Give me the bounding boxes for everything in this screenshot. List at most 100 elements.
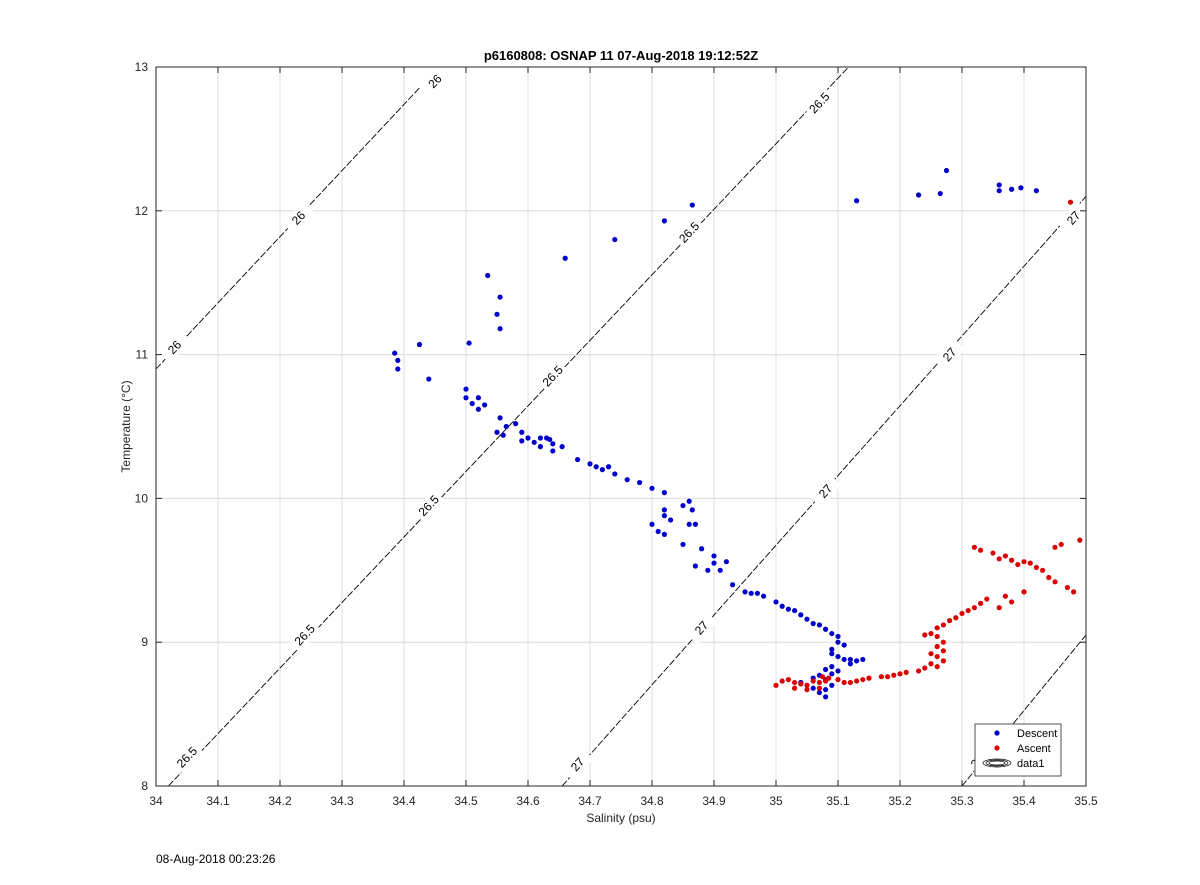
descent-point (497, 415, 503, 421)
ascent-point (978, 600, 984, 606)
ascent-point (1077, 537, 1083, 543)
x-tick-label: 34.9 (702, 794, 726, 808)
descent-point (612, 471, 618, 477)
descent-point (680, 541, 686, 548)
descent-point (531, 439, 537, 445)
descent-point (416, 341, 423, 348)
density-contours: 26262626.526.526.526.526.526.52727272727… (156, 67, 1086, 786)
descent-point (686, 521, 692, 527)
descent-point (475, 406, 481, 412)
ascent-point (990, 550, 996, 556)
ascent-point (1046, 574, 1052, 581)
contour-label-bg (809, 474, 842, 508)
descent-point (943, 167, 950, 174)
ascent-point (854, 678, 860, 684)
ascent-point (996, 556, 1002, 562)
descent-point (500, 432, 506, 438)
descent-point (847, 661, 854, 667)
descent-point (699, 546, 705, 552)
descent-point (562, 255, 568, 261)
ascent-point (835, 676, 841, 683)
descent-point (494, 311, 500, 317)
descent-point (835, 639, 841, 645)
descent-point (761, 593, 767, 599)
contour-label-bg (803, 86, 836, 120)
descent-point (485, 272, 491, 279)
descent-point (705, 567, 711, 573)
descent-point (798, 612, 804, 618)
descent-point (816, 622, 823, 628)
descent-point (466, 340, 472, 346)
descent-point (829, 630, 835, 637)
ascent-point (798, 681, 804, 687)
x-tick-label: 34.1 (206, 794, 230, 808)
ascent-point (940, 648, 947, 654)
descent-point (661, 218, 668, 224)
ascent-point (847, 679, 854, 686)
descent-point (860, 656, 866, 663)
legend-label: Descent (1017, 728, 1057, 740)
descent-point (823, 694, 829, 700)
descent-point (1018, 185, 1024, 191)
ascent-point (897, 671, 903, 677)
contour-label-bg (1057, 201, 1086, 235)
descent-point (599, 467, 606, 473)
ascent-point (1009, 557, 1015, 563)
x-tick-label: 34.2 (268, 794, 292, 808)
ascent-point (792, 679, 798, 686)
descent-point (395, 357, 401, 363)
ascent-point (826, 675, 832, 681)
legend-label: data1 (1017, 758, 1045, 770)
descent-point (475, 395, 481, 401)
descent-point (392, 350, 398, 356)
x-tick-label: 35.2 (888, 794, 912, 808)
x-tick-label: 34.4 (392, 794, 416, 808)
descent-point (668, 517, 674, 523)
ascent-point (785, 676, 792, 683)
descent-point (854, 658, 860, 664)
ascent-point (1067, 199, 1074, 205)
descent-point (847, 656, 854, 663)
ascent-point (1064, 584, 1070, 591)
descent-point (550, 448, 556, 454)
descent-point (841, 656, 847, 663)
ascent-point (940, 639, 947, 645)
ascent-point (841, 679, 847, 686)
descent-point (649, 485, 655, 491)
descent-point (637, 479, 643, 486)
ascent-point (928, 651, 934, 657)
descent-point (916, 192, 922, 198)
descent-point (773, 599, 779, 605)
descent-point (823, 626, 829, 632)
descent-point (692, 563, 699, 569)
descent-point (996, 182, 1002, 188)
legend-contour-icon (982, 758, 1012, 768)
descent-point (680, 502, 686, 509)
plot-frame (155, 66, 1087, 787)
x-tick-label: 35.4 (1012, 794, 1036, 808)
descent-point (537, 444, 544, 450)
ascent-point (1009, 599, 1015, 605)
descent-point (854, 198, 860, 204)
descent-point (689, 507, 695, 513)
descent-point (692, 521, 699, 527)
descent-point (717, 567, 723, 573)
ascent-point (860, 676, 866, 683)
descent-point (711, 560, 717, 566)
descent-point (661, 531, 668, 537)
x-tick-label: 35.3 (950, 794, 974, 808)
ascent-point (779, 678, 785, 684)
descent-point (519, 438, 525, 444)
contour-label-bg (170, 740, 204, 774)
descent-point (550, 441, 556, 447)
ascent-point (1002, 593, 1009, 599)
ascent-point (1015, 561, 1021, 568)
legend: Descent Ascent data1 (974, 723, 1062, 777)
descent-point (1009, 186, 1015, 192)
ascent-point (1021, 559, 1027, 565)
descent-point (559, 444, 565, 450)
descent-point (829, 671, 835, 677)
ascent-point (971, 605, 978, 611)
ascent-point (934, 664, 940, 670)
